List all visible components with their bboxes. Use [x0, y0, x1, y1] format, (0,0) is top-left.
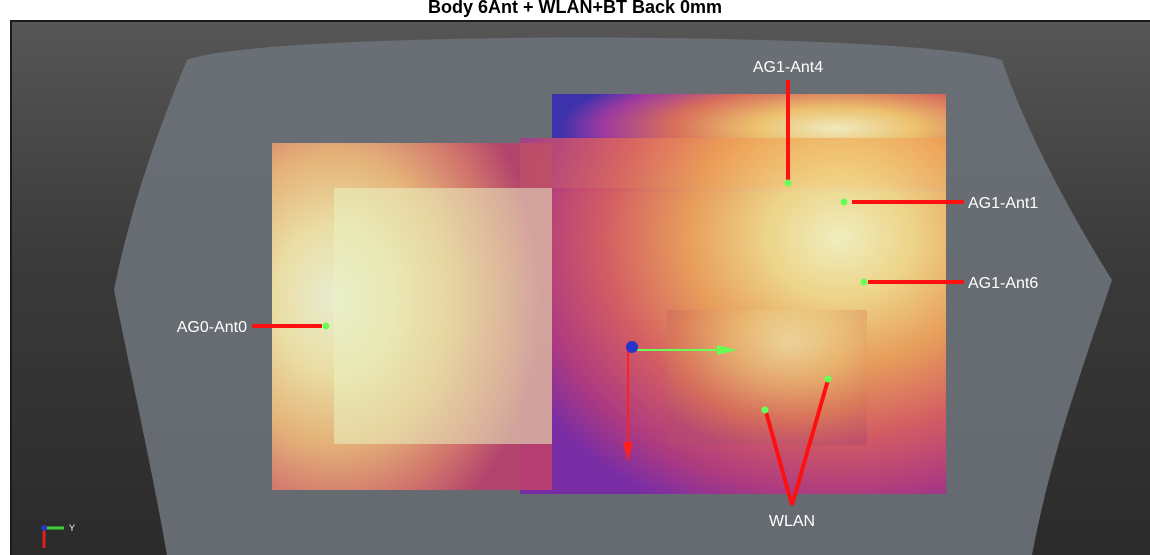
heatmap-plane-overlay	[520, 138, 946, 188]
probe-point-wlan-2[interactable]	[824, 375, 832, 383]
triad-y-label: Y	[69, 523, 75, 533]
probe-point-wlan-1[interactable]	[761, 406, 769, 414]
window-title: Body 6Ant + WLAN+BT Back 0mm	[427, 0, 723, 17]
probe-point-ag1-ant1[interactable]	[840, 198, 848, 206]
3d-viewport[interactable]: AG1-Ant4 AG1-Ant1 AG1-Ant6 AG0-Ant0 WLAN…	[10, 20, 1150, 555]
probe-point-ag0-ant0[interactable]	[322, 322, 330, 330]
orientation-triad: Y	[41, 523, 75, 548]
antenna-leaders	[252, 80, 964, 506]
label-wlan: WLAN	[769, 513, 815, 530]
heatmap-plane-ag0-inner	[334, 188, 552, 444]
label-ag0-ant0: AG0-Ant0	[177, 319, 247, 336]
label-ag1-ant4: AG1-Ant4	[753, 59, 823, 76]
label-ag1-ant1: AG1-Ant1	[968, 195, 1038, 212]
origin-axes	[623, 341, 737, 462]
heatmap-plane-wlan	[667, 310, 867, 445]
label-ag1-ant6: AG1-Ant6	[968, 275, 1038, 292]
probe-point-ag1-ant4[interactable]	[784, 179, 792, 187]
probe-point-ag1-ant6[interactable]	[860, 278, 868, 286]
